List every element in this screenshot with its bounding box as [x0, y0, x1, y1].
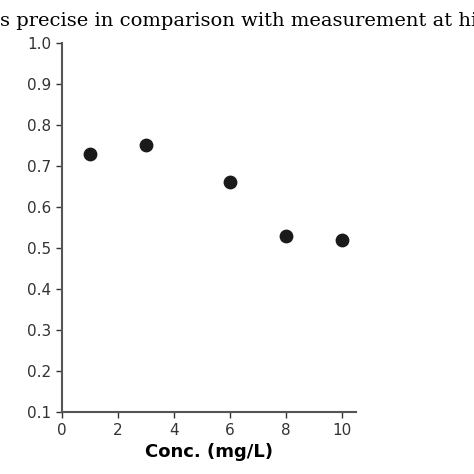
Point [337, 236, 345, 244]
Point [226, 179, 233, 186]
Point [86, 150, 93, 157]
X-axis label: Conc. (mg/L): Conc. (mg/L) [145, 443, 273, 461]
Point [282, 232, 289, 239]
Text: s precise in comparison with measurement at high: s precise in comparison with measurement… [0, 12, 474, 30]
Point [142, 142, 149, 149]
